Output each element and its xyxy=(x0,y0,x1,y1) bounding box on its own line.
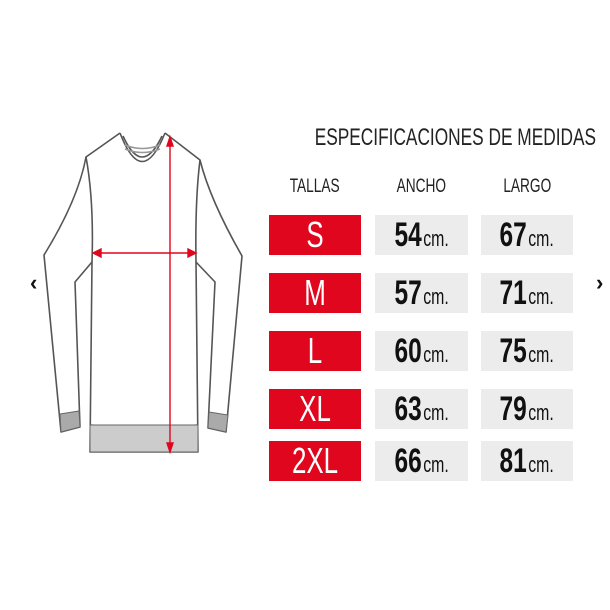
width-cell: 57cm. xyxy=(375,273,468,313)
left-cuff xyxy=(59,410,81,433)
unit-label: cm. xyxy=(528,399,555,425)
width-cell: 66cm. xyxy=(375,441,468,481)
width-value: 54 xyxy=(394,215,422,254)
width-value: 66 xyxy=(394,441,422,480)
chevron-right-icon: › xyxy=(596,270,604,295)
length-cell: 79cm. xyxy=(481,389,573,429)
unit-label: cm. xyxy=(423,451,449,477)
length-cell: 81cm. xyxy=(481,441,573,481)
unit-label: cm. xyxy=(528,341,555,367)
unit-label: cm. xyxy=(528,225,555,251)
size-cell: L xyxy=(269,330,361,371)
size-cell: S xyxy=(269,214,361,255)
length-cell: 67cm. xyxy=(481,215,573,255)
size-cell: M xyxy=(269,272,361,313)
unit-label: cm. xyxy=(423,225,449,251)
header-tallas: TALLAS xyxy=(290,176,340,197)
unit-label: cm. xyxy=(423,399,449,425)
width-value: 57 xyxy=(394,273,422,312)
width-value: 63 xyxy=(394,389,422,428)
length-value: 81 xyxy=(499,441,528,480)
length-value: 71 xyxy=(499,273,528,312)
unit-label: cm. xyxy=(423,283,449,309)
chevron-left-icon: ‹ xyxy=(30,270,38,295)
header-largo: LARGO xyxy=(503,176,551,197)
carousel-next-button[interactable]: › xyxy=(596,272,603,294)
chart-title: ESPECIFICACIONES DE MEDIDAS xyxy=(314,124,597,151)
length-value: 75 xyxy=(499,331,528,370)
length-cell: 71cm. xyxy=(481,273,573,313)
unit-label: cm. xyxy=(528,283,555,309)
length-value: 79 xyxy=(499,389,528,428)
length-cell: 75cm. xyxy=(481,331,573,371)
right-cuff xyxy=(207,411,229,433)
carousel-prev-button[interactable]: ‹ xyxy=(30,272,37,294)
length-value: 67 xyxy=(499,215,528,254)
unit-label: cm. xyxy=(423,341,449,367)
unit-label: cm. xyxy=(528,451,555,477)
width-value: 60 xyxy=(394,331,422,370)
width-cell: 60cm. xyxy=(375,331,468,371)
hem-band xyxy=(89,424,199,453)
size-cell: XL xyxy=(269,388,361,429)
sweater-illustration xyxy=(43,132,243,455)
header-ancho: ANCHO xyxy=(396,176,447,197)
size-cell: 2XL xyxy=(269,440,361,481)
width-cell: 63cm. xyxy=(375,389,468,429)
width-cell: 54cm. xyxy=(375,215,468,255)
